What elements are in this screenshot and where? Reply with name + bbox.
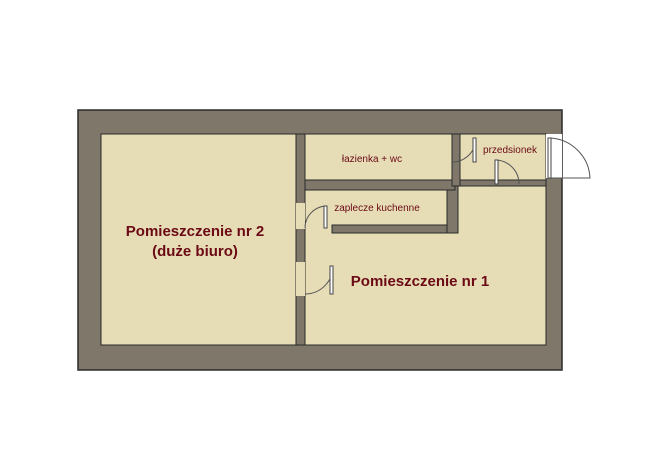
bathroom-door xyxy=(451,137,477,163)
kitchen-partition-wall-vertical xyxy=(446,185,459,234)
central-partition-wall xyxy=(295,133,306,346)
partition-opening-kitchen xyxy=(296,203,305,229)
room-2-floor xyxy=(100,133,297,346)
kitchen-partition-wall xyxy=(331,224,459,234)
kitchen-label: zaplecze kuchenne xyxy=(334,203,420,214)
vestibule-label: przedsionek xyxy=(483,145,538,156)
room-2-door xyxy=(304,265,334,295)
bathroom-vestibule-wall xyxy=(451,133,461,187)
room-2-label-line1: Pomieszczenie nr 2 xyxy=(126,223,264,240)
bathroom-floor xyxy=(304,133,456,181)
entrance-door xyxy=(547,137,591,179)
bathroom-bottom-wall xyxy=(304,179,456,191)
room-1-label: Pomieszczenie nr 1 xyxy=(351,273,489,290)
vestibule-bottom-wall xyxy=(459,179,547,187)
bathroom-label: łazienka + wc xyxy=(342,154,402,165)
partition-opening-room2 xyxy=(296,262,305,296)
kitchen-door xyxy=(304,205,328,229)
vestibule-door xyxy=(494,159,520,185)
room-2-label-line2: (duże biuro) xyxy=(152,243,238,260)
